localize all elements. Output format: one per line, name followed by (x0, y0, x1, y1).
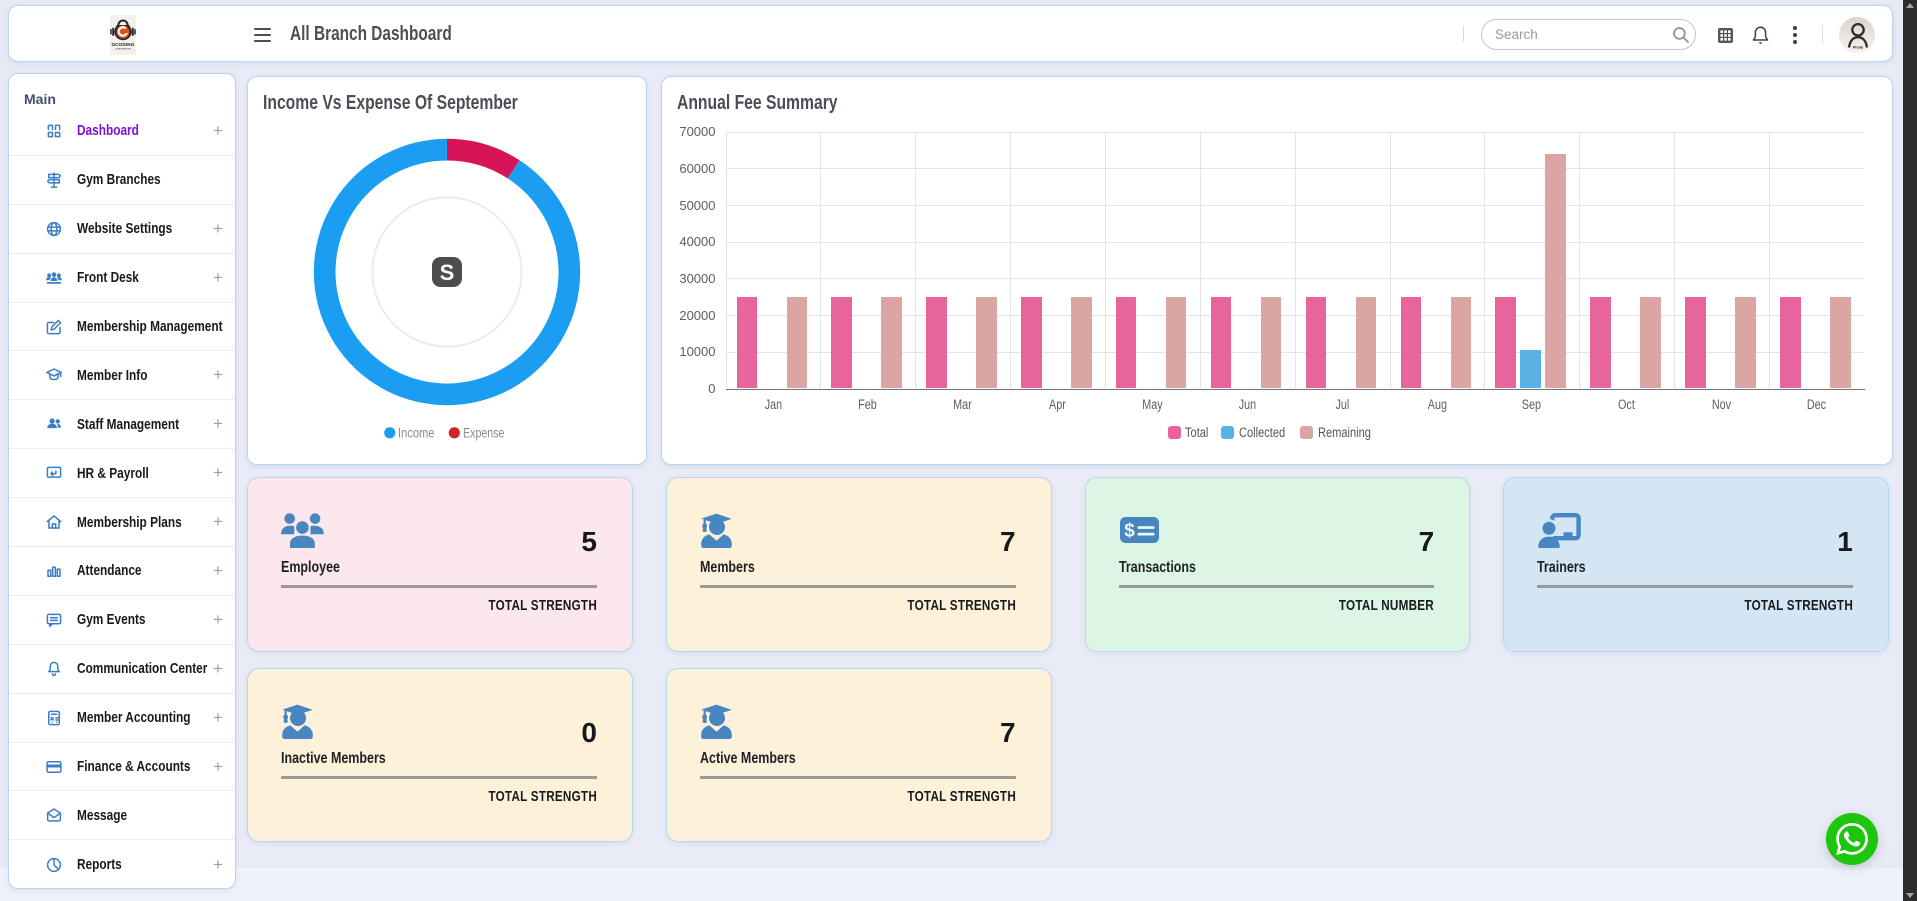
svg-text:S: S (440, 260, 455, 285)
svg-text:Expense: Expense (463, 426, 505, 441)
svg-text:$: $ (1124, 521, 1135, 542)
svg-text:GCODING: GCODING (111, 42, 134, 47)
svg-text:COMPUTER GYM: COMPUTER GYM (115, 49, 131, 51)
svg-text:Income: Income (398, 426, 435, 441)
svg-text:Photo: Photo (1853, 46, 1864, 50)
